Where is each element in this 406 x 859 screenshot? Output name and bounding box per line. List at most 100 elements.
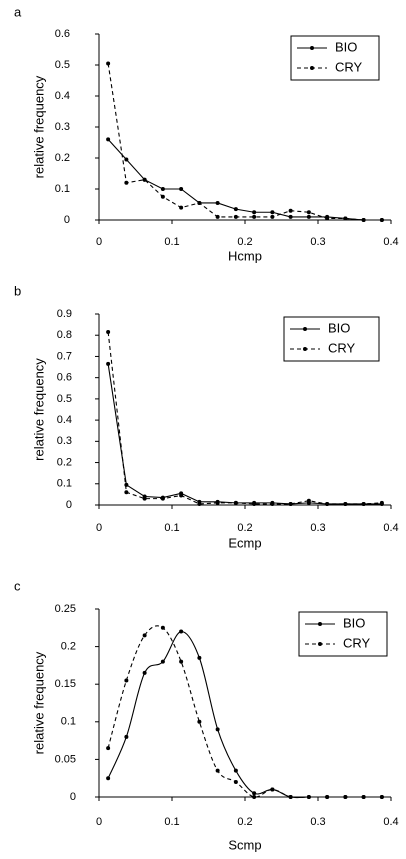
data-point-cry	[197, 501, 202, 506]
y-tick-label: 0.6	[55, 28, 70, 40]
legend-box	[283, 316, 380, 362]
data-point-cry	[288, 501, 293, 506]
legend-marker-cry	[310, 66, 314, 70]
series-line-cry	[107, 63, 382, 221]
data-point-cry	[270, 501, 275, 506]
x-axis-label: Scmp	[228, 837, 261, 852]
y-tick-label: 0.3	[55, 121, 70, 133]
x-tick-label: 0.1	[164, 236, 179, 248]
y-tick-label: 0	[66, 499, 72, 511]
data-point-cry	[142, 177, 147, 182]
series-line-bio	[107, 363, 382, 505]
y-tick-label: 0.8	[57, 329, 72, 341]
y-tick-label: 0.2	[61, 641, 76, 653]
x-tick-label: 0.3	[310, 236, 325, 248]
data-point-cry	[215, 214, 220, 219]
data-point-cry	[215, 500, 220, 505]
legend: BIO CRY	[283, 316, 380, 362]
legend-label-cry: CRY	[328, 340, 356, 355]
y-axis-label: relative frequency	[31, 75, 46, 178]
x-tick-label: 0.2	[237, 236, 252, 248]
y-tick-label: 0.5	[57, 393, 72, 405]
legend-label-cry: CRY	[335, 59, 363, 74]
data-point-cry	[160, 625, 165, 630]
data-point-cry	[270, 787, 275, 792]
y-tick-label: 0	[64, 214, 70, 226]
y-tick-label: 0.4	[55, 90, 70, 102]
x-tick-label: 0.4	[383, 522, 398, 534]
data-point-bio	[270, 210, 275, 215]
data-point-cry	[288, 208, 293, 213]
data-point-cry	[142, 633, 147, 638]
legend-marker-cry	[318, 642, 322, 646]
y-tick-label: 0.15	[55, 678, 76, 690]
data-point-cry	[252, 501, 257, 506]
data-point-cry	[252, 214, 257, 219]
data-point-bio	[288, 214, 293, 219]
y-axis-label: relative frequency	[31, 651, 46, 754]
data-point-bio	[233, 768, 238, 773]
y-tick-label: 0.5	[55, 59, 70, 71]
data-point-cry	[197, 719, 202, 724]
data-point-bio	[160, 187, 165, 191]
data-point-bio	[252, 210, 257, 215]
series-line-bio	[107, 139, 382, 221]
data-point-cry	[233, 214, 238, 219]
data-point-cry	[325, 501, 330, 506]
legend-box	[298, 611, 388, 657]
x-tick-label: 0.1	[164, 522, 179, 534]
data-point-cry	[142, 496, 147, 501]
data-point-bio	[124, 482, 129, 487]
legend-marker-bio	[303, 327, 307, 331]
chart-panel-a: a 0 0.1 0.2 0.3 0.4 0.5 0.6 0 0.1 0.2 0.3 0.4 Hcmp rel…	[14, 4, 399, 263]
data-point-cry	[379, 795, 384, 799]
data-point-cry	[179, 205, 184, 210]
data-point-cry	[215, 768, 220, 773]
y-tick-label: 0.2	[55, 152, 70, 164]
x-axis-label: Hcmp	[228, 248, 262, 263]
data-point-bio	[252, 791, 257, 796]
x-tick-label: 0.3	[310, 816, 325, 828]
data-point-bio	[124, 734, 129, 739]
y-tick-label: 0.1	[55, 183, 70, 195]
data-point-cry	[197, 200, 202, 205]
x-axis-label: Ecmp	[228, 535, 261, 550]
data-point-cry	[361, 501, 366, 506]
data-point-cry	[106, 330, 111, 335]
data-point-cry	[124, 180, 129, 185]
data-point-cry	[306, 210, 311, 215]
data-point-bio	[124, 157, 129, 162]
y-tick-label: 0.2	[57, 456, 72, 468]
data-point-bio	[179, 629, 184, 634]
legend-box	[290, 35, 380, 81]
y-tick-label: 0.3	[57, 435, 72, 447]
data-point-cry	[306, 498, 311, 503]
data-point-bio	[215, 727, 220, 732]
data-point-bio	[160, 659, 165, 664]
legend-label-bio: BIO	[328, 320, 350, 335]
data-point-bio	[142, 670, 147, 675]
series-line-cry	[107, 625, 382, 799]
legend-marker-bio	[318, 622, 322, 626]
data-point-bio	[215, 200, 220, 205]
y-tick-label: 0.9	[57, 308, 72, 320]
data-point-cry	[306, 795, 311, 799]
data-point-bio	[306, 214, 311, 219]
legend-marker-bio	[310, 46, 314, 50]
y-tick-label: 0.4	[57, 414, 72, 426]
y-tick-label: 0.1	[61, 716, 76, 728]
data-point-cry	[343, 501, 348, 506]
data-point-cry	[233, 779, 238, 784]
data-point-cry	[179, 493, 184, 498]
x-tick-label: 0.2	[237, 522, 252, 534]
x-tick-label: 0.1	[164, 816, 179, 828]
data-point-cry	[252, 795, 257, 799]
data-point-cry	[325, 216, 330, 221]
y-tick-label: 0.6	[57, 372, 72, 384]
x-tick-label: 0	[96, 816, 102, 828]
series-line-cry	[107, 331, 382, 505]
y-tick-label: 0	[70, 791, 76, 803]
data-point-cry	[343, 795, 348, 799]
series-line-bio	[107, 631, 382, 799]
data-point-bio	[106, 361, 111, 366]
